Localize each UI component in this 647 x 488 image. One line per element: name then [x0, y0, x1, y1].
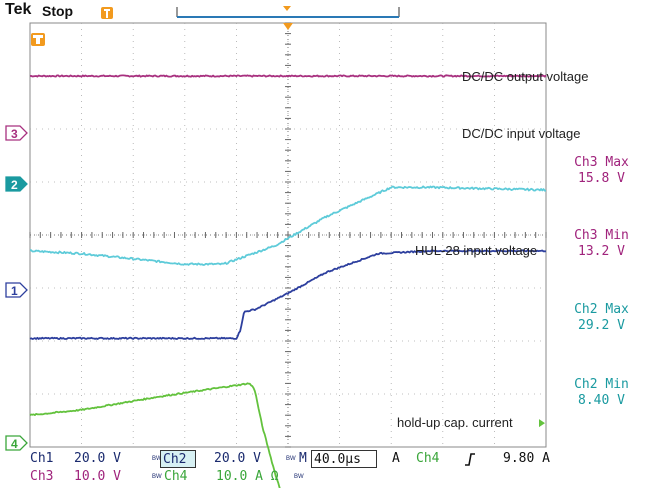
channel-marker-shape: [5, 282, 28, 298]
scope-status-bar: Tek Stop: [0, 0, 647, 24]
channel-marker-shape: [5, 125, 28, 141]
measurement-value: 8.40 V: [578, 393, 625, 408]
ch2-scale: 20.0 V: [214, 451, 261, 466]
ch3-label: Ch3: [30, 469, 54, 484]
trace-ch1: [29, 249, 547, 340]
trigger-mode: A: [392, 451, 400, 466]
ch4-scale: 10.0 A Ω: [216, 469, 279, 484]
ch1-scale: 20.0 V: [74, 451, 121, 466]
annotation-holdup-current: hold-up cap. current: [397, 415, 513, 430]
trace-ch4: [29, 382, 281, 488]
timebase-value: 40.0µs: [311, 450, 377, 468]
channel-marker-label: 3: [11, 127, 18, 141]
trigger-level: 9.80 A: [503, 451, 550, 466]
channel-marker-4: 4: [5, 435, 28, 451]
measurement-value: 29.2 V: [578, 318, 625, 333]
ch2-label: Ch2: [160, 450, 196, 468]
measurement-ch2-max: Ch2 Max 29.2 V: [556, 302, 647, 334]
channel-marker-2: 2: [5, 176, 28, 192]
annotation-input-voltage: DC/DC input voltage: [462, 126, 581, 141]
trace-ch3: [29, 74, 547, 78]
channel-marker-label: 2: [11, 178, 18, 192]
measurement-label: Ch3 Max: [574, 155, 629, 170]
ch2-bw-tag: BW: [286, 456, 296, 462]
measurement-label: Ch3 Min: [574, 228, 629, 243]
trigger-source: Ch4: [416, 451, 440, 466]
channel-marker-1: 1: [5, 282, 28, 298]
measurement-ch3-min: Ch3 Min 13.2 V: [556, 228, 647, 260]
trigger-position-icon: [101, 7, 113, 19]
ch1-label: Ch1: [30, 451, 54, 466]
channel-marker-label: 4: [11, 437, 18, 451]
measurement-ch2-min: Ch2 Min 8.40 V: [556, 377, 647, 409]
waveform-traces: [29, 23, 547, 488]
ch4-bw-tag: BW: [294, 474, 304, 480]
ch1-bw-tag: BW: [152, 456, 162, 462]
trigger-origin-glyph: [33, 35, 43, 38]
trigger-level-marker: [539, 419, 545, 428]
channel-marker-shape: [5, 435, 28, 451]
channel-marker-3: 3: [5, 125, 28, 141]
ch3-bw-tag: BW: [152, 474, 162, 480]
record-view-bar: [176, 6, 400, 18]
ch3-scale: 10.0 V: [74, 469, 121, 484]
channel-marker-label: 1: [11, 284, 18, 298]
measurement-label: Ch2 Min: [574, 377, 629, 392]
annotation-output-voltage: DC/DC output voltage: [462, 69, 588, 84]
graticule-grid: [29, 22, 547, 448]
measurement-ch3-max: Ch3 Max 15.8 V: [556, 155, 647, 187]
trigger-origin-glyph: [36, 35, 40, 44]
brand-logo: Tek: [5, 1, 32, 18]
measurement-value: 15.8 V: [578, 171, 625, 186]
rising-edge-icon: [465, 453, 475, 466]
ch4-label: Ch4: [164, 469, 188, 484]
measurement-value: 13.2 V: [578, 244, 625, 259]
timebase-label: M: [299, 451, 307, 466]
trigger-time-marker: [283, 23, 293, 30]
channel-marker-shape: [5, 176, 28, 192]
measurement-label: Ch2 Max: [574, 302, 629, 317]
acquisition-status: Stop: [42, 3, 74, 19]
channel-settings-bar: Ch1 20.0 V BW Ch2 20.0 V BW M 40.0µs A C…: [0, 448, 647, 488]
channel-markers: 3 2 1 4: [5, 33, 45, 451]
trace-ch2: [29, 185, 547, 266]
annotation-hul28-input: HUL-28 input voltage: [415, 243, 537, 258]
